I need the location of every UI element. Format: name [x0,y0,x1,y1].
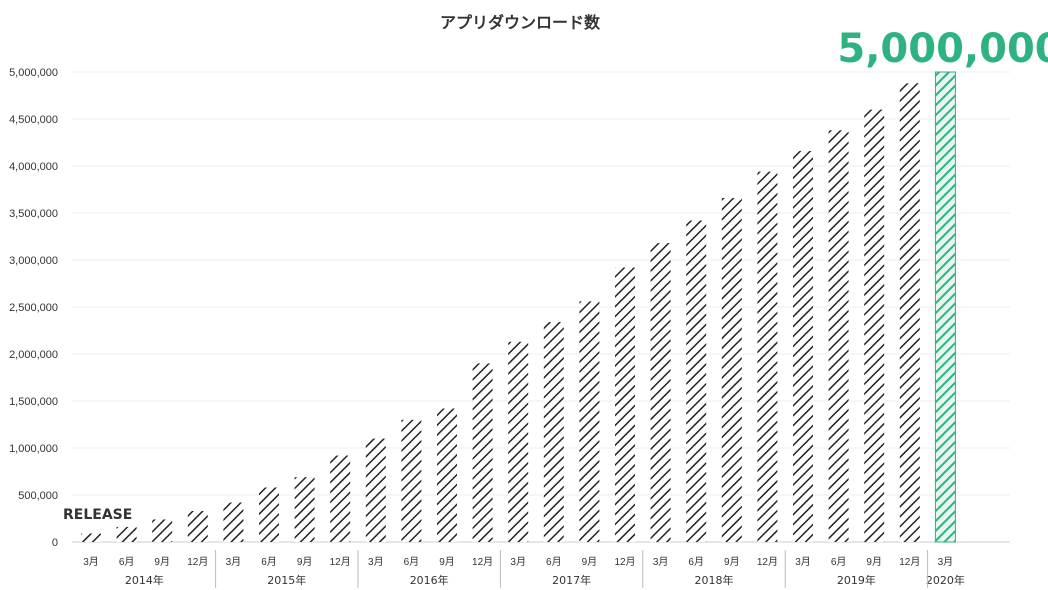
year-label: 2020年 [926,573,965,587]
y-tick-label: 3,500,000 [9,208,58,220]
x-tick-label: 9月 [866,556,882,568]
y-tick-label: 1,500,000 [9,396,58,408]
grid-lines [72,71,1010,543]
x-tick-label: 3月 [226,556,242,568]
bars [81,71,956,543]
year-label: 2014年 [125,573,164,587]
x-tick-label: 12月 [899,556,920,568]
bar [81,533,101,542]
bar [152,519,173,542]
bar [579,301,600,542]
bar [187,510,208,542]
y-tick-label: 3,000,000 [9,255,58,267]
x-tick-label: 3月 [83,556,99,568]
x-tick-label: 6月 [119,556,135,568]
bar [828,130,849,542]
x-tick-label: 12月 [757,556,778,568]
bar [365,438,386,542]
y-tick-label: 0 [52,537,58,549]
y-tick-label: 4,000,000 [9,161,58,173]
y-tick-label: 1,000,000 [9,443,58,455]
x-tick-label: 6月 [261,556,277,568]
bar [437,408,457,542]
year-groups: 2014年 2015年 2016年 2017年 2018年 2019年 2020年 [125,550,965,588]
bar [615,267,635,542]
year-label: 2018年 [695,573,734,587]
x-tick-label: 12月 [472,556,493,568]
year-label: 2015年 [267,573,306,587]
chart-title: アプリダウンロード数 [440,13,601,32]
y-axis-ticks: 0 500,000 1,000,000 1,500,000 2,000,000 2,500… [9,67,58,549]
y-tick-label: 500,000 [18,490,58,502]
bar [294,477,315,542]
bar [757,171,778,542]
x-tick-label: 9月 [724,556,740,568]
y-tick-label: 5,000,000 [9,67,58,79]
x-tick-label: 9月 [582,556,598,568]
bar [472,363,493,542]
year-label: 2019年 [837,573,876,587]
x-tick-label: 9月 [439,556,455,568]
x-tick-label: 9月 [154,556,170,568]
highlight-value-label: 5,000,000 [837,26,1048,72]
bar [223,502,244,542]
x-tick-label: 6月 [831,556,847,568]
bar [721,197,742,542]
y-tick-label: 4,500,000 [9,114,58,126]
x-tick-label: 12月 [614,556,635,568]
bar [330,455,351,542]
x-tick-label: 6月 [546,556,562,568]
bar [934,71,956,543]
x-tick-label: 6月 [404,556,420,568]
x-tick-label: 9月 [297,556,313,568]
year-label: 2017年 [552,573,591,587]
bar [259,487,279,542]
bar [686,220,707,542]
x-tick-label: 3月 [795,556,811,568]
bar [899,83,920,542]
bar [650,243,671,542]
x-tick-label: 6月 [688,556,704,568]
year-label: 2016年 [410,573,449,587]
bar [401,419,422,542]
y-tick-label: 2,500,000 [9,302,58,314]
x-tick-label: 3月 [368,556,384,568]
bar [543,322,564,542]
x-tick-label: 12月 [330,556,351,568]
y-tick-label: 2,000,000 [9,349,58,361]
bar [116,526,137,542]
bar [508,341,529,542]
x-tick-label: 3月 [938,556,954,568]
x-tick-label: 12月 [187,556,208,568]
x-tick-label: 3月 [653,556,669,568]
x-tick-label: 3月 [510,556,526,568]
x-axis-ticks: 3月 6月 9月 12月 3月 6月 9月 12月 3月 6月 9月 12月 3月 6月 9月 12月 3月 6月… [83,556,953,568]
release-annotation: RELEASE [63,507,132,523]
bar [793,150,813,542]
bar [864,109,885,542]
